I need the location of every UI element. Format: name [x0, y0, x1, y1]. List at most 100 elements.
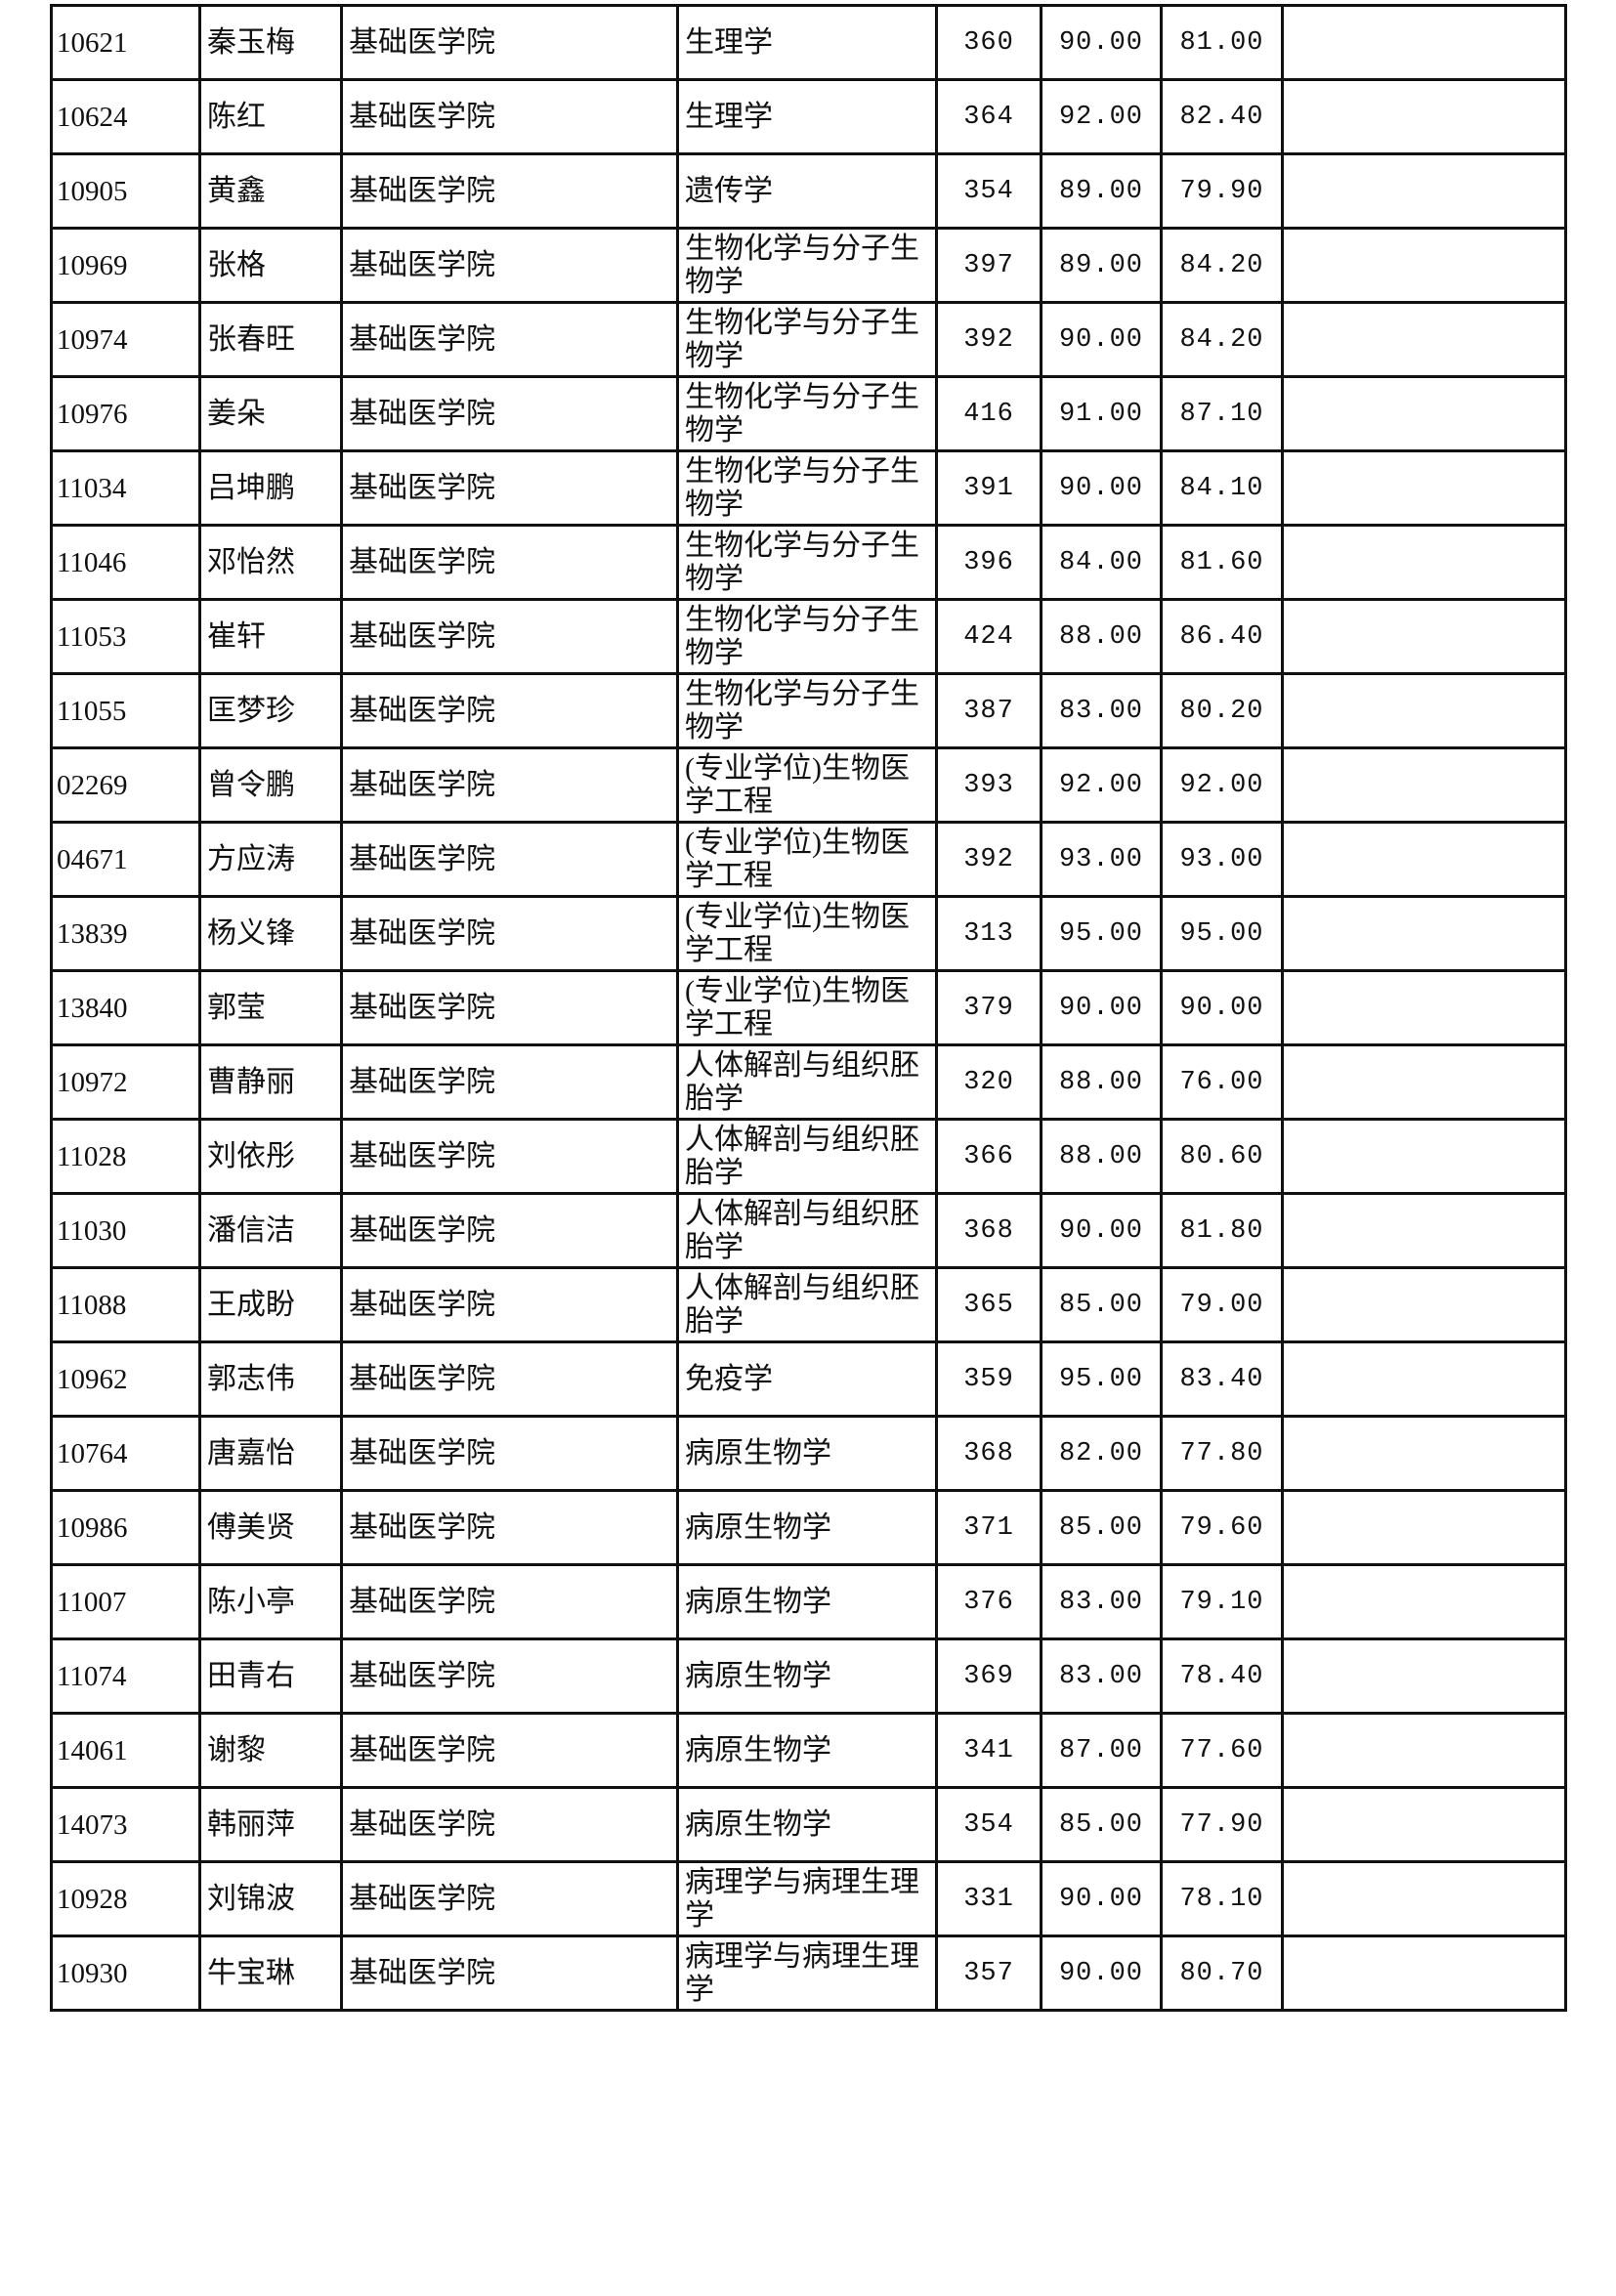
- total-score-cell: 77.60: [1160, 1712, 1284, 1789]
- total-score-cell: 79.00: [1160, 1266, 1284, 1343]
- table-row: 10962 郭志伟 基础医学院 免疫学 359 95.00 83.40: [50, 1340, 1567, 1418]
- major-cell: (专业学位)生物医学工程: [676, 895, 938, 972]
- table-row: 10905 黄鑫 基础医学院 遗传学 354 89.00 79.90: [50, 152, 1567, 230]
- initial-score-cell: 392: [935, 301, 1042, 378]
- major-cell: 生物化学与分子生物学: [676, 524, 938, 601]
- initial-score-cell: 379: [935, 969, 1042, 1046]
- candidate-id-cell: 13839: [50, 895, 201, 972]
- candidate-id-cell: 10976: [50, 375, 201, 452]
- initial-score-cell: 396: [935, 524, 1042, 601]
- major-cell: 遗传学: [676, 152, 938, 230]
- initial-score-cell: 397: [935, 227, 1042, 304]
- college-cell: 基础医学院: [340, 1266, 679, 1343]
- retest-score-cell: 85.00: [1040, 1266, 1163, 1343]
- major-cell: 生物化学与分子生物学: [676, 449, 938, 527]
- major-cell: (专业学位)生物医学工程: [676, 969, 938, 1046]
- name-cell: 黄鑫: [198, 152, 343, 230]
- name-cell: 方应涛: [198, 821, 343, 898]
- major-cell: 病原生物学: [676, 1712, 938, 1789]
- name-cell: 匡梦珍: [198, 672, 343, 749]
- initial-score-cell: 354: [935, 152, 1042, 230]
- college-cell: 基础医学院: [340, 895, 679, 972]
- major-cell: 生物化学与分子生物学: [676, 672, 938, 749]
- name-cell: 唐嘉怡: [198, 1415, 343, 1492]
- name-cell: 郭莹: [198, 969, 343, 1046]
- initial-score-cell: 371: [935, 1489, 1042, 1566]
- table-row: 10974 张春旺 基础医学院 生物化学与分子生物学 392 90.00 84.20: [50, 301, 1567, 378]
- major-cell: 免疫学: [676, 1340, 938, 1418]
- initial-score-cell: 416: [935, 375, 1042, 452]
- remark-cell: [1281, 598, 1567, 675]
- remark-cell: [1281, 1266, 1567, 1343]
- total-score-cell: 78.10: [1160, 1860, 1284, 1937]
- name-cell: 陈红: [198, 78, 343, 155]
- remark-cell: [1281, 1489, 1567, 1566]
- table-row: 11088 王成盼 基础医学院 人体解剖与组织胚胎学 365 85.00 79.00: [50, 1266, 1567, 1343]
- remark-cell: [1281, 1786, 1567, 1863]
- major-cell: 病原生物学: [676, 1415, 938, 1492]
- remark-cell: [1281, 449, 1567, 527]
- retest-score-cell: 93.00: [1040, 821, 1163, 898]
- initial-score-cell: 369: [935, 1637, 1042, 1715]
- college-cell: 基础医学院: [340, 152, 679, 230]
- retest-score-cell: 89.00: [1040, 152, 1163, 230]
- name-cell: 邓怡然: [198, 524, 343, 601]
- remark-cell: [1281, 1340, 1567, 1418]
- total-score-cell: 90.00: [1160, 969, 1284, 1046]
- table-body: 10621 秦玉梅 基础医学院 生理学 360 90.00 81.00 10624 陈红 基础医学…: [50, 4, 1567, 2012]
- initial-score-cell: 357: [935, 1935, 1042, 2012]
- remark-cell: [1281, 301, 1567, 378]
- remark-cell: [1281, 1935, 1567, 2012]
- total-score-cell: 80.60: [1160, 1118, 1284, 1195]
- remark-cell: [1281, 672, 1567, 749]
- retest-score-cell: 90.00: [1040, 1860, 1163, 1937]
- retest-score-cell: 87.00: [1040, 1712, 1163, 1789]
- college-cell: 基础医学院: [340, 1118, 679, 1195]
- name-cell: 崔轩: [198, 598, 343, 675]
- college-cell: 基础医学院: [340, 227, 679, 304]
- major-cell: 病原生物学: [676, 1786, 938, 1863]
- total-score-cell: 81.00: [1160, 4, 1284, 81]
- major-cell: 生物化学与分子生物学: [676, 375, 938, 452]
- college-cell: 基础医学院: [340, 4, 679, 81]
- table-row: 13840 郭莹 基础医学院 (专业学位)生物医学工程 379 90.00 90.00: [50, 969, 1567, 1046]
- initial-score-cell: 387: [935, 672, 1042, 749]
- candidate-id-cell: 10986: [50, 1489, 201, 1566]
- initial-score-cell: 341: [935, 1712, 1042, 1789]
- college-cell: 基础医学院: [340, 746, 679, 824]
- table-row: 11034 吕坤鹏 基础医学院 生物化学与分子生物学 391 90.00 84.10: [50, 449, 1567, 527]
- college-cell: 基础医学院: [340, 821, 679, 898]
- retest-score-cell: 90.00: [1040, 969, 1163, 1046]
- remark-cell: [1281, 1712, 1567, 1789]
- name-cell: 谢黎: [198, 1712, 343, 1789]
- total-score-cell: 79.60: [1160, 1489, 1284, 1566]
- name-cell: 韩丽萍: [198, 1786, 343, 1863]
- table-row: 10621 秦玉梅 基础医学院 生理学 360 90.00 81.00: [50, 4, 1567, 81]
- initial-score-cell: 368: [935, 1415, 1042, 1492]
- remark-cell: [1281, 152, 1567, 230]
- retest-score-cell: 83.00: [1040, 1637, 1163, 1715]
- college-cell: 基础医学院: [340, 1786, 679, 1863]
- initial-score-cell: 424: [935, 598, 1042, 675]
- remark-cell: [1281, 375, 1567, 452]
- name-cell: 杨义锋: [198, 895, 343, 972]
- candidate-id-cell: 10928: [50, 1860, 201, 1937]
- candidate-id-cell: 11055: [50, 672, 201, 749]
- table-row: 11030 潘信洁 基础医学院 人体解剖与组织胚胎学 368 90.00 81.80: [50, 1192, 1567, 1269]
- retest-score-cell: 90.00: [1040, 449, 1163, 527]
- name-cell: 潘信洁: [198, 1192, 343, 1269]
- retest-score-cell: 83.00: [1040, 672, 1163, 749]
- name-cell: 陈小亭: [198, 1563, 343, 1640]
- major-cell: 人体解剖与组织胚胎学: [676, 1118, 938, 1195]
- initial-score-cell: 364: [935, 78, 1042, 155]
- candidate-id-cell: 11028: [50, 1118, 201, 1195]
- major-cell: 人体解剖与组织胚胎学: [676, 1192, 938, 1269]
- retest-score-cell: 82.00: [1040, 1415, 1163, 1492]
- major-cell: 生物化学与分子生物学: [676, 301, 938, 378]
- initial-score-cell: 366: [935, 1118, 1042, 1195]
- candidate-id-cell: 10974: [50, 301, 201, 378]
- college-cell: 基础医学院: [340, 1192, 679, 1269]
- remark-cell: [1281, 1043, 1567, 1121]
- major-cell: (专业学位)生物医学工程: [676, 746, 938, 824]
- name-cell: 王成盼: [198, 1266, 343, 1343]
